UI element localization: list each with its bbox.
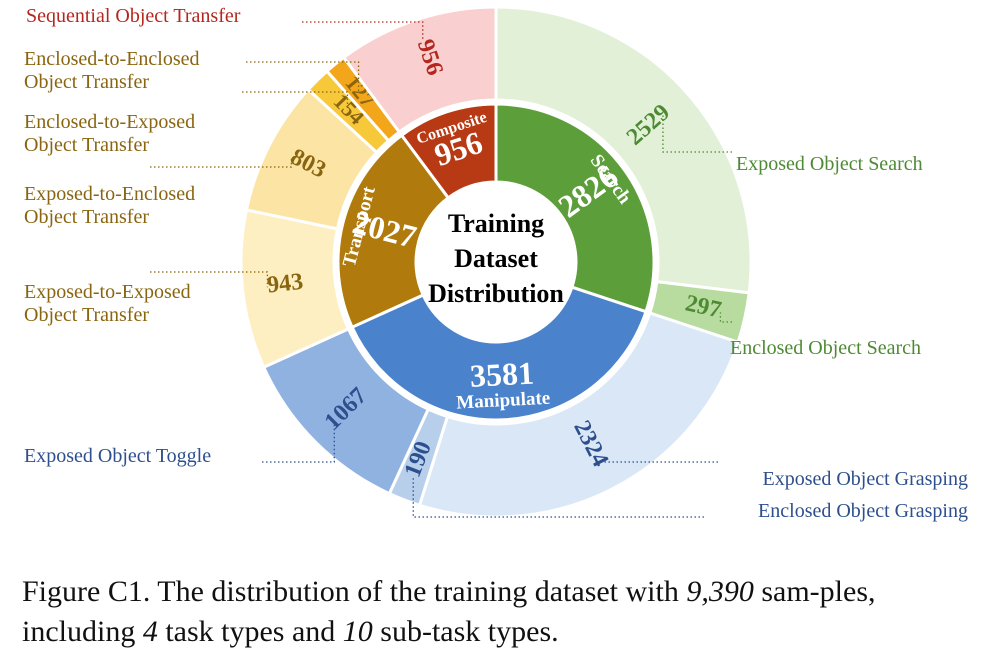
category-wedge-composite [399, 102, 498, 200]
leader-line-exposed-object-search [662, 114, 732, 153]
subtask-value-exposed-to-exposed-object-transfer: 943 [266, 269, 305, 299]
category-wedge-manipulate [350, 285, 648, 422]
caption-task-types: 4 [142, 615, 158, 648]
subtask-label-enclosed-object-search: Enclosed Object Search [730, 337, 921, 359]
center-title-line: Training [448, 209, 544, 238]
subtask-label-line: Exposed Object Toggle [24, 445, 211, 467]
category-total-manipulate: 3581 [469, 355, 535, 394]
subtask-wedge-sequential-object-transfer [341, 5, 498, 135]
subtask-label-line: Object Transfer [24, 304, 149, 326]
subtask-label-exposed-object-search: Exposed Object Search [736, 153, 923, 175]
subtask-label-line: Exposed-to-Enclosed [24, 183, 195, 205]
subtask-label-line: Exposed-to-Exposed [24, 281, 191, 303]
subtask-label-line: Object Transfer [24, 206, 149, 228]
leader-line-exposed-to-enclosed-object-transfer [150, 156, 293, 168]
caption-sample-count: 9,390 [686, 575, 754, 608]
outer-labels: Exposed Object Search Enclosed Object Sea… [24, 5, 968, 522]
subtask-label-line: Object Transfer [24, 134, 149, 156]
caption-suffix: sub-task types. [372, 615, 559, 648]
sunburst-chart: 2529297232419010679438031541279562826Sea… [24, 5, 968, 522]
subtask-label-line: Enclosed-to-Exposed [24, 111, 195, 133]
center-title: Training Dataset Distribution [428, 209, 564, 308]
category-wedge-search [494, 102, 656, 314]
leader-line-enclosed-to-exposed-object-transfer [242, 91, 349, 111]
leader-line-exposed-object-toggle [262, 422, 335, 463]
center-title-line: Dataset [454, 244, 538, 273]
subtask-label-line: Object Transfer [24, 71, 149, 93]
caption-subtask-types: 10 [342, 615, 373, 648]
subtask-label-line: Enclosed-to-Enclosed [24, 48, 200, 70]
leader-line-enclosed-object-grasping [412, 476, 704, 518]
category-name-manipulate: Manipulate [456, 388, 551, 414]
caption-middle-1: sam-ples, including [22, 575, 876, 648]
inner-ring: 2826Search3581Manipulate2027Transport956… [336, 102, 656, 422]
subtask-wedge-exposed-object-grasping [417, 311, 740, 519]
leader-line-exposed-object-grasping [596, 460, 718, 463]
category-wedge-transport [336, 133, 451, 330]
center-title-line: Distribution [428, 279, 564, 308]
subtask-label-exposed-to-enclosed-object-transfer: Exposed-to-Enclosed Object Transfer [24, 183, 195, 228]
subtask-label-line: Enclosed Object Grasping [758, 500, 968, 522]
subtask-label-line: Sequential Object Transfer [26, 5, 241, 27]
leader-line-sequential-object-transfer [302, 21, 424, 41]
leader-line-enclosed-to-enclosed-object-transfer [246, 61, 360, 93]
subtask-label-enclosed-object-grasping: Enclosed Object Grasping [758, 500, 968, 522]
caption-middle-2: task types and [157, 615, 343, 648]
subtask-label-line: Exposed Object Search [736, 153, 923, 175]
subtask-label-enclosed-to-enclosed-object-transfer: Enclosed-to-Enclosed Object Transfer [24, 48, 200, 93]
subtask-label-line: Exposed Object Grasping [762, 468, 968, 490]
subtask-label-sequential-object-transfer: Sequential Object Transfer [26, 5, 241, 27]
subtask-label-line: Enclosed Object Search [730, 337, 921, 359]
subtask-label-enclosed-to-exposed-object-transfer: Enclosed-to-Exposed Object Transfer [24, 111, 195, 156]
caption-prefix: Figure C1. The distribution of the train… [22, 575, 687, 608]
subtask-label-exposed-object-grasping: Exposed Object Grasping [762, 468, 968, 490]
leader-line-exposed-to-exposed-object-transfer [150, 271, 269, 288]
center-hole [417, 183, 575, 341]
subtask-wedge-exposed-object-search [494, 5, 753, 295]
figure-caption: Figure C1. The distribution of the train… [22, 572, 982, 652]
subtask-label-exposed-to-exposed-object-transfer: Exposed-to-Exposed Object Transfer [24, 281, 191, 326]
subtask-label-exposed-object-toggle: Exposed Object Toggle [24, 445, 211, 467]
